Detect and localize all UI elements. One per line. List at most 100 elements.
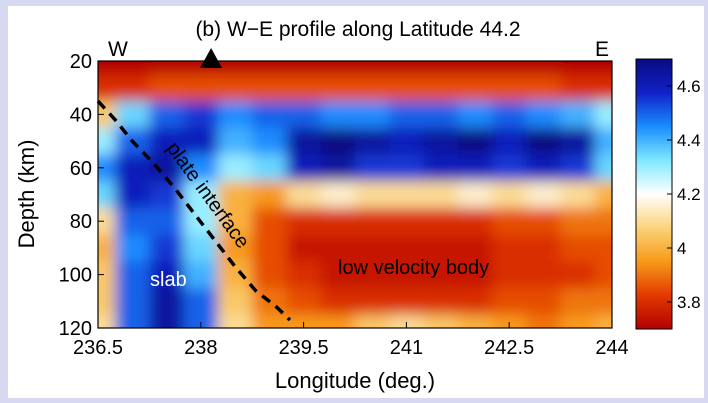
heatmap-cell — [492, 61, 527, 75]
heatmap-cell — [320, 234, 356, 262]
heatmap-cell — [183, 261, 219, 289]
x-tick-label: 236.5 — [73, 337, 123, 359]
heatmap-cell — [98, 61, 116, 75]
heatmap-cell — [98, 74, 116, 102]
heatmap-cell — [594, 74, 612, 102]
heatmap-cell — [217, 314, 253, 328]
heatmap-cell — [457, 74, 493, 102]
heatmap-cell — [320, 314, 356, 328]
heatmap-cell — [98, 207, 116, 236]
colorbar-tick-label: 4.4 — [677, 131, 701, 150]
heatmap-cell — [149, 314, 185, 328]
heatmap-cell — [252, 234, 287, 262]
heatmap-cell — [423, 181, 459, 209]
heatmap-cell — [355, 101, 390, 129]
heatmap-cell — [492, 314, 527, 328]
heatmap-cell — [98, 127, 116, 155]
heatmap-cell — [526, 207, 562, 236]
heatmap-cell — [560, 261, 596, 289]
heatmap-cell — [457, 287, 493, 316]
heatmap-cell — [423, 314, 459, 328]
heatmap-cell — [560, 127, 596, 155]
heatmap-cells — [98, 61, 612, 328]
heatmap-cell — [423, 154, 459, 182]
heatmap-cell — [389, 287, 425, 316]
heatmap-cell — [560, 207, 596, 236]
heatmap-cell — [457, 154, 493, 182]
heatmap-cell — [252, 127, 287, 155]
heatmap-cell — [217, 61, 253, 75]
heatmap-cell — [252, 261, 287, 289]
heatmap-cell — [252, 314, 287, 328]
heatmap-cell — [320, 207, 356, 236]
heatmap-cell — [457, 314, 493, 328]
heatmap-cell — [98, 154, 116, 182]
heatmap-cell — [286, 154, 322, 182]
heatmap-cell — [183, 314, 219, 328]
heatmap-cell — [98, 181, 116, 209]
heatmap-cell — [355, 181, 390, 209]
heatmap-cell — [252, 207, 287, 236]
heatmap-cell — [423, 101, 459, 129]
heatmap-cell — [423, 287, 459, 316]
heatmap-cell — [217, 154, 253, 182]
heatmap-cell — [355, 61, 390, 75]
heatmap-cell — [149, 261, 185, 289]
east-label: E — [595, 38, 609, 61]
heatmap-cell — [492, 74, 527, 102]
heatmap-cell — [252, 154, 287, 182]
heatmap-cell — [115, 61, 150, 75]
heatmap-cell — [560, 74, 596, 102]
heatmap-cell — [389, 127, 425, 155]
heatmap-cell — [320, 101, 356, 129]
heatmap-cell — [320, 61, 356, 75]
heatmap-cell — [423, 207, 459, 236]
heatmap-cell — [252, 181, 287, 209]
colorbar-tick-label: 4.6 — [677, 77, 701, 96]
heatmap-cell — [286, 74, 322, 102]
heatmap-cell — [217, 127, 253, 155]
heatmap-cell — [594, 127, 612, 155]
heatmap-cell — [560, 234, 596, 262]
y-tick-label: 20 — [70, 51, 92, 73]
heatmap-cell — [389, 154, 425, 182]
heatmap-cell — [98, 314, 116, 328]
heatmap-cell — [355, 234, 390, 262]
heatmap-cell — [217, 261, 253, 289]
heatmap-cell — [252, 61, 287, 75]
heatmap-cell — [355, 74, 390, 102]
heatmap-cell — [526, 287, 562, 316]
heatmap-cell — [457, 61, 493, 75]
heatmap-cell — [320, 154, 356, 182]
colorbar-tick-label: 4.2 — [677, 185, 701, 204]
x-axis: 236.5 238 239.5 241 242.5 244 — [73, 322, 629, 359]
x-tick-label: 238 — [184, 337, 217, 359]
heatmap-cell — [217, 74, 253, 102]
heatmap-cell — [389, 181, 425, 209]
heatmap-cell — [183, 74, 219, 102]
figure: (b) W−E profile along Latitude 44.2 236.… — [8, 6, 704, 398]
heatmap-cell — [115, 74, 150, 102]
heatmap-cell — [183, 181, 219, 209]
y-tick-label: 60 — [70, 158, 92, 180]
heatmap-cell — [355, 127, 390, 155]
heatmap-cell — [115, 181, 150, 209]
heatmap-cell — [560, 61, 596, 75]
heatmap-cell — [149, 207, 185, 236]
heatmap-cell — [492, 261, 527, 289]
heatmap-cell — [149, 234, 185, 262]
x-tick-label: 242.5 — [484, 337, 534, 359]
heatmap-cell — [320, 261, 356, 289]
heatmap-cell — [594, 287, 612, 316]
heatmap-cell — [457, 207, 493, 236]
heatmap-cell — [183, 154, 219, 182]
colorbar-tick-label: 4 — [677, 239, 686, 258]
heatmap-cell — [115, 261, 150, 289]
heatmap-cell — [492, 181, 527, 209]
heatmap-cell — [149, 127, 185, 155]
heatmap-cell — [594, 61, 612, 75]
heatmap-cell — [98, 234, 116, 262]
heatmap-cell — [560, 314, 596, 328]
west-label: W — [108, 38, 128, 61]
heatmap-cell — [389, 74, 425, 102]
